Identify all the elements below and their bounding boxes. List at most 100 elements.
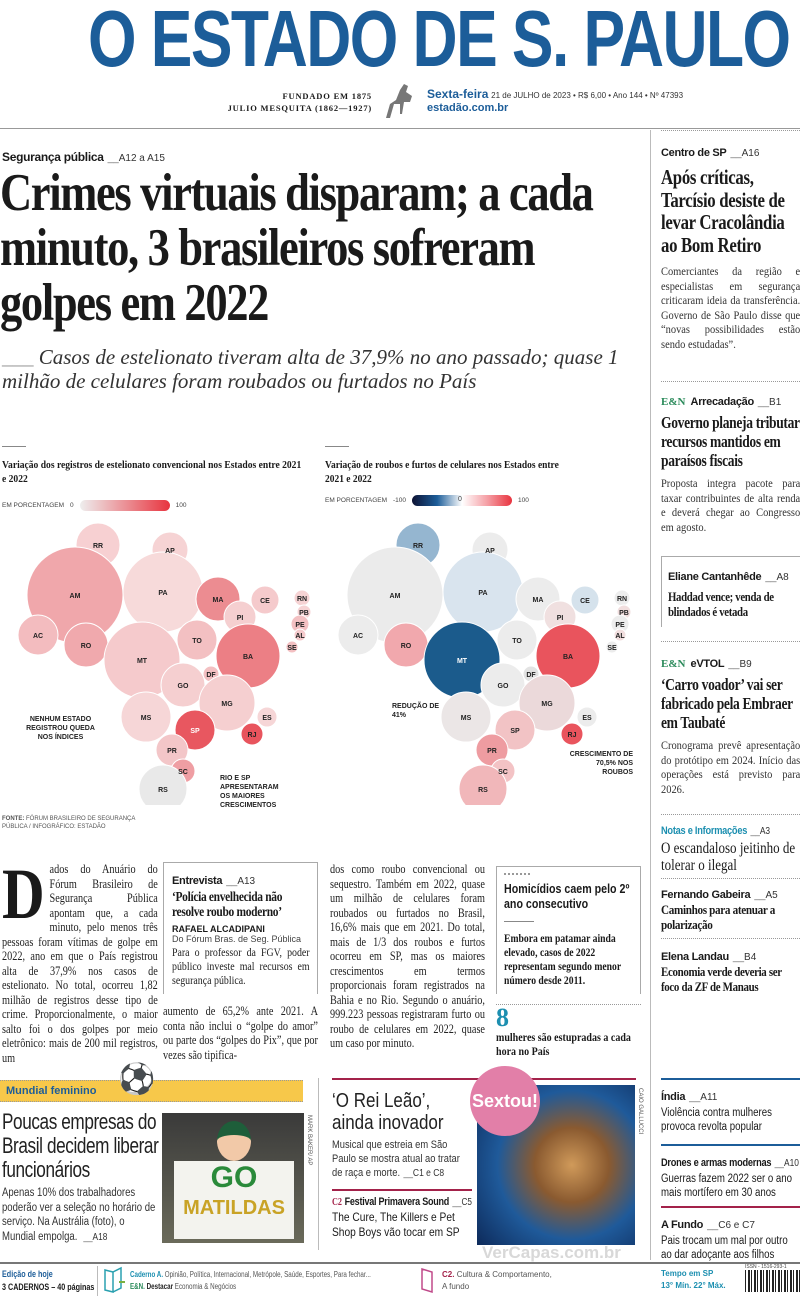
body-col-2: EntrevistaA13 ‘Polícia envelhecida não r… [163, 862, 318, 1062]
state-label: SC [178, 769, 188, 776]
state-label: PA [478, 590, 487, 597]
right-headline-2[interactable]: Haddad vence; venda de blindados é vetad… [668, 589, 774, 619]
state-label: PB [619, 610, 629, 617]
state-se [605, 640, 619, 654]
map-source: FONTE: FÓRUM BRASILEIRO DE SEGURANÇA PÚB… [2, 816, 136, 830]
sextou-badge: Sextou! [470, 1066, 540, 1136]
edition-info: Edição de hoje 3 CADERNOS – 40 páginas [2, 1269, 95, 1292]
state-label: AM [390, 593, 401, 600]
state-label: MG [221, 701, 233, 708]
state-rj [240, 722, 264, 746]
state-label: RO [81, 643, 92, 650]
state-label: MA [533, 597, 544, 604]
map1-note-right: RIO E SP APRESENTARAM OS MAIORES CRESCIM… [220, 775, 279, 809]
homicides-column: Homicídios caem pelo 2º ano consecutivo … [496, 866, 641, 1059]
state-label: AP [165, 548, 175, 555]
state-al [613, 628, 627, 642]
lead-kicker: Segurança pública [2, 150, 104, 164]
dropcap: D [2, 854, 45, 934]
lead-pages: A12 a A15 [108, 153, 165, 164]
photo-credit: MARK BAKER/ AP [306, 1115, 312, 1166]
watermark: VerCapas.com.br [482, 1243, 621, 1262]
right-headline-3[interactable]: ‘Carro voador’ vai ser fabricado pela Em… [661, 675, 793, 732]
state-label: RR [93, 543, 103, 550]
lead-kicker-row: Segurança pública A12 a A15 [2, 146, 165, 165]
weather: Tempo em SP 13° Mín. 22° Máx. [661, 1269, 726, 1290]
state-label: PE [615, 622, 625, 629]
map1-note-left: NENHUM ESTADO REGISTROU QUEDA NOS ÍNDICE… [26, 716, 95, 741]
mundial-headline[interactable]: Poucas empresas do Brasil decidem libera… [2, 1109, 159, 1182]
state-label: RJ [568, 732, 577, 739]
mundial-tag[interactable]: Mundial feminino [6, 1085, 97, 1097]
site-link[interactable]: estadão.com.br [427, 102, 509, 114]
state-ce [570, 585, 600, 615]
state-label: AL [615, 633, 625, 640]
state-label: SP [190, 728, 200, 735]
body-text-2: aumento de 65,2% ante 2021. A conta não … [163, 1004, 318, 1062]
right-headline-6[interactable]: Economia verde deveria ser foco da ZF de… [661, 964, 782, 994]
state-label: RN [297, 596, 307, 603]
map1-scale-bar [79, 500, 170, 511]
state-label: CE [580, 598, 590, 605]
state-label: MG [541, 701, 553, 708]
right-headline-5[interactable]: Caminhos para atenuar a polarização [661, 902, 775, 932]
state-label: SP [510, 728, 520, 735]
right-headline-1[interactable]: Governo planeja tributar recursos mantid… [661, 413, 800, 470]
state-label: PI [557, 615, 564, 622]
interview-headline[interactable]: ‘Polícia envelhecida não resolve roubo m… [172, 890, 283, 920]
masthead-title: O ESTADO DE S. PAULO [88, 0, 791, 83]
state-label: PR [487, 748, 497, 755]
section-a-icon [104, 1266, 125, 1293]
map2-brazil: RR AP AM PA MA CE RN PB PE PI AC RO TO AL SE MT BA DF GO MG… [337, 522, 632, 805]
state-label: AM [70, 593, 81, 600]
state-label: AP [485, 548, 495, 555]
state-ms [120, 691, 172, 743]
body-col-1: D ados do Anuário do Fórum Brasileiro de… [2, 854, 158, 1065]
right-column: Centro de SPA16 Após críticas, Tarcísio … [661, 130, 800, 994]
mundial-block: Poucas empresas do Brasil decidem libera… [2, 1110, 160, 1245]
state-label: DF [206, 672, 216, 679]
map2-scale-bar: 0 [412, 495, 513, 506]
map1-brazil: RR AP AM PA MA CE RN PB PE PI AC RO TO AL SE MT BA DF GO MG… [17, 522, 312, 805]
soccer-ball-icon: ⚽ [118, 1062, 156, 1097]
state-label: AC [353, 633, 363, 640]
state-label: RN [617, 596, 627, 603]
horseman-logo-icon [386, 84, 412, 118]
map2-note-left: REDUÇÃO DE 41% [392, 703, 440, 719]
state-label: MS [141, 715, 152, 722]
culture-headline[interactable]: ‘O Rei Leão’, ainda inovador [332, 1090, 444, 1134]
state-ms [440, 691, 492, 743]
stat-text: mulheres são estupradas a cada hora no P… [496, 1032, 631, 1058]
homicides-headline[interactable]: Homicídios caem pelo 2º ano consecutivo [504, 881, 630, 911]
map2-title: Variação de roubos e furtos de celulares… [325, 459, 559, 485]
right-headline-0[interactable]: Após críticas, Tarcísio desiste de levar… [661, 165, 785, 257]
state-se [285, 640, 299, 654]
state-label: GO [498, 683, 509, 690]
state-label: PB [299, 610, 309, 617]
lead-block: Crimes virtuais disparam; a cada minuto,… [0, 164, 640, 394]
map2-legend: EM PORCENTAGEM -100 0 100 [325, 495, 529, 506]
state-label: RS [158, 787, 168, 794]
map1-title: Variação dos registros de estelionato co… [2, 459, 302, 485]
state-label: GO [178, 683, 189, 690]
culture-headline-2[interactable]: The Cure, The Killers e Pet Shop Boys vã… [332, 1210, 460, 1239]
state-label: MA [213, 597, 224, 604]
lead-deck: Casos de estelionato tiveram alta de 37,… [2, 345, 619, 393]
right-briefs: ÍndiaA11 Violência contra mulheres provo… [661, 1078, 800, 1262]
map1-legend: EM PORCENTAGEM 0 100 [2, 500, 187, 511]
state-rs [458, 764, 508, 805]
state-label: PE [295, 622, 305, 629]
matildas-photo: GO MATILDAS [162, 1113, 304, 1243]
state-label: ES [262, 715, 272, 722]
homicides-box: Homicídios caem pelo 2º ano consecutivo … [496, 866, 641, 994]
state-label: TO [512, 638, 522, 645]
founded-text: FUNDADO EM 1875 [282, 91, 372, 101]
state-label: RJ [248, 732, 257, 739]
state-es [576, 706, 598, 728]
lead-headline[interactable]: Crimes virtuais disparam; a cada minuto,… [0, 164, 594, 332]
state-label: AL [295, 633, 305, 640]
state-al [293, 628, 307, 642]
right-headline-4[interactable]: O escandaloso jeitinho de tolerar o ileg… [661, 840, 796, 874]
state-label: PR [167, 748, 177, 755]
state-label: MS [461, 715, 472, 722]
